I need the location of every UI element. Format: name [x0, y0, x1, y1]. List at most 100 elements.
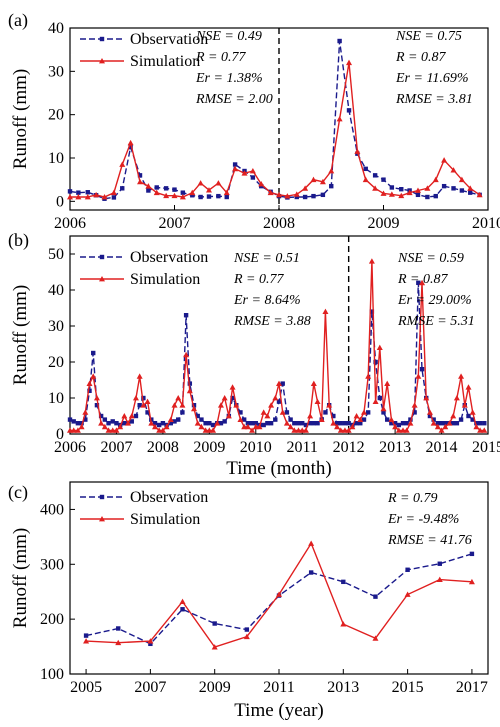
simulation-point [469, 409, 476, 415]
simulation-point [330, 420, 337, 426]
observation-point [385, 417, 390, 422]
observation-point [276, 399, 282, 404]
simulation-point [137, 178, 144, 185]
simulation-point [446, 420, 453, 426]
observation-point [346, 421, 351, 426]
observation-point [114, 421, 119, 426]
simulation-point [384, 380, 391, 386]
panel-3: (c) 2005 2007 2009 2011 2013 2015 2017 100 200 300… [8, 481, 489, 721]
observation-point [145, 410, 150, 415]
simulation-point [90, 373, 97, 379]
simulation-point [211, 644, 218, 650]
simulation-point [372, 398, 379, 404]
observation-point [265, 421, 270, 426]
observation-point [154, 185, 159, 190]
simulation-point [423, 395, 430, 401]
panel-label: (c) [8, 482, 28, 503]
observation-point [238, 410, 243, 415]
observation-point [79, 421, 84, 426]
simulation-point [372, 635, 379, 641]
simulation-point [148, 420, 155, 426]
series-simulation [67, 258, 488, 433]
observation-point [466, 413, 471, 419]
observation-point [396, 422, 402, 428]
simulation-point [414, 187, 421, 193]
legend-label: Simulation [130, 271, 200, 288]
observation-point [207, 421, 212, 426]
simulation-point [98, 420, 105, 426]
simulation-point [121, 413, 128, 419]
stat-annotation: Er = -9.48% [387, 512, 459, 527]
observation-point [102, 417, 108, 422]
observation-point [373, 359, 378, 365]
simulation-point [117, 423, 124, 430]
observation-line [85, 553, 473, 645]
stat-annotation: R = 0.79 [387, 491, 438, 506]
observation-point [308, 570, 314, 575]
stat-annotation: NSE = 0.49 [195, 29, 262, 44]
observation-point [232, 162, 238, 167]
observation-point [416, 280, 421, 285]
simulation-point [115, 639, 122, 646]
simulation-point [127, 139, 134, 146]
stat-annotation: R = 0.77 [195, 50, 246, 65]
observation-point [404, 421, 409, 426]
simulation-point [183, 351, 190, 358]
legend-label: Observation [130, 31, 208, 48]
observation-point [458, 417, 464, 422]
legend-label: Observation [130, 489, 208, 506]
simulation-point [237, 416, 244, 422]
panel-label: (a) [8, 10, 28, 31]
simulation-point [345, 427, 352, 433]
observation-point [331, 413, 336, 419]
stat-annotation: Er = 8.64% [233, 293, 301, 308]
observation-point [75, 421, 81, 426]
simulation-point [302, 427, 309, 433]
observation-point [122, 421, 127, 426]
y-tick-label: 0 [56, 193, 64, 210]
simulation-point [334, 423, 341, 430]
observation-point [408, 417, 413, 422]
observation-point [160, 421, 166, 426]
x-axis-label: Time (year) [234, 700, 324, 721]
observation-point [83, 633, 89, 638]
observation-point [392, 421, 398, 426]
simulation-point [279, 409, 286, 415]
observation-point [137, 173, 143, 178]
simulation-point [119, 161, 126, 167]
simulation-point [272, 395, 279, 401]
simulation-point [424, 185, 431, 191]
observation-point [198, 194, 203, 200]
observation-point [85, 190, 90, 195]
simulation-point [419, 279, 426, 286]
observation-point [261, 422, 266, 428]
observation-point [425, 194, 430, 200]
simulation-point [310, 380, 317, 386]
observation-point [419, 367, 425, 372]
observation-point [439, 421, 444, 426]
observation-point [94, 403, 100, 408]
observation-point [218, 421, 224, 426]
observation-point [296, 421, 301, 426]
simulation-point [75, 194, 82, 200]
y-tick-label: 30 [48, 318, 64, 335]
observation-point [470, 417, 475, 422]
simulation-point [441, 157, 448, 163]
stat-annotation: Er = 29.00% [397, 293, 472, 308]
simulation-point [101, 194, 108, 200]
observation-point [361, 417, 367, 422]
x-tick-label: 2006 [54, 439, 86, 456]
panel-2: (b)2006 2007 2008 2009 2010 2011 2012 2013 2014 2… [8, 230, 500, 479]
simulation-point [136, 373, 143, 379]
simulation-point [392, 423, 399, 430]
observation-point [172, 187, 177, 192]
simulation-point [256, 423, 263, 430]
simulation-point [337, 427, 344, 433]
simulation-point [175, 395, 182, 401]
simulation-point [260, 409, 267, 415]
observation-point [320, 192, 326, 198]
simulation-point [368, 258, 375, 264]
y-tick-label: 400 [40, 501, 64, 518]
observation-point [381, 410, 386, 415]
observation-point [133, 413, 139, 419]
